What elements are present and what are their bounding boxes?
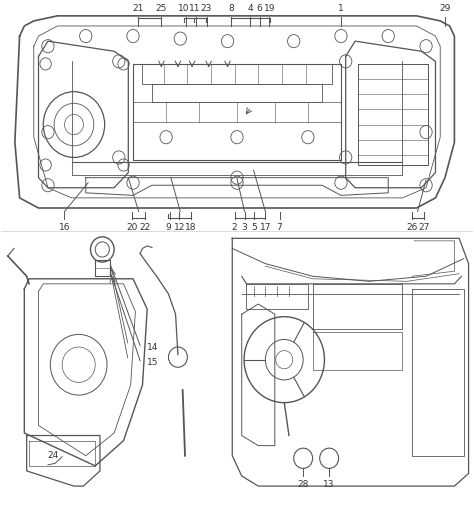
Text: 10: 10 — [178, 5, 190, 13]
Text: 27: 27 — [418, 223, 429, 232]
Text: 13: 13 — [323, 480, 335, 489]
Text: 18: 18 — [185, 223, 196, 232]
Text: 7: 7 — [277, 223, 283, 232]
Text: 4: 4 — [247, 5, 253, 13]
Text: 14: 14 — [147, 343, 159, 351]
Text: 9: 9 — [165, 223, 171, 232]
Text: 15: 15 — [147, 358, 159, 367]
Text: 26: 26 — [406, 223, 418, 232]
Text: 3: 3 — [242, 223, 247, 232]
Text: 24: 24 — [47, 451, 58, 460]
Text: 19: 19 — [264, 5, 276, 13]
Text: 6: 6 — [257, 5, 263, 13]
Text: 25: 25 — [155, 5, 167, 13]
Text: 1: 1 — [338, 5, 344, 13]
Text: 28: 28 — [298, 480, 309, 489]
Text: 8: 8 — [228, 5, 234, 13]
Text: 22: 22 — [139, 223, 150, 232]
Text: 5: 5 — [252, 223, 257, 232]
Text: 16: 16 — [59, 223, 70, 232]
Text: 23: 23 — [201, 5, 212, 13]
Text: 20: 20 — [127, 223, 138, 232]
Text: 12: 12 — [173, 223, 185, 232]
Text: 11: 11 — [189, 5, 200, 13]
Text: 21: 21 — [132, 5, 144, 13]
Text: 2: 2 — [232, 223, 237, 232]
Text: 17: 17 — [260, 223, 271, 232]
Text: 29: 29 — [439, 5, 451, 13]
